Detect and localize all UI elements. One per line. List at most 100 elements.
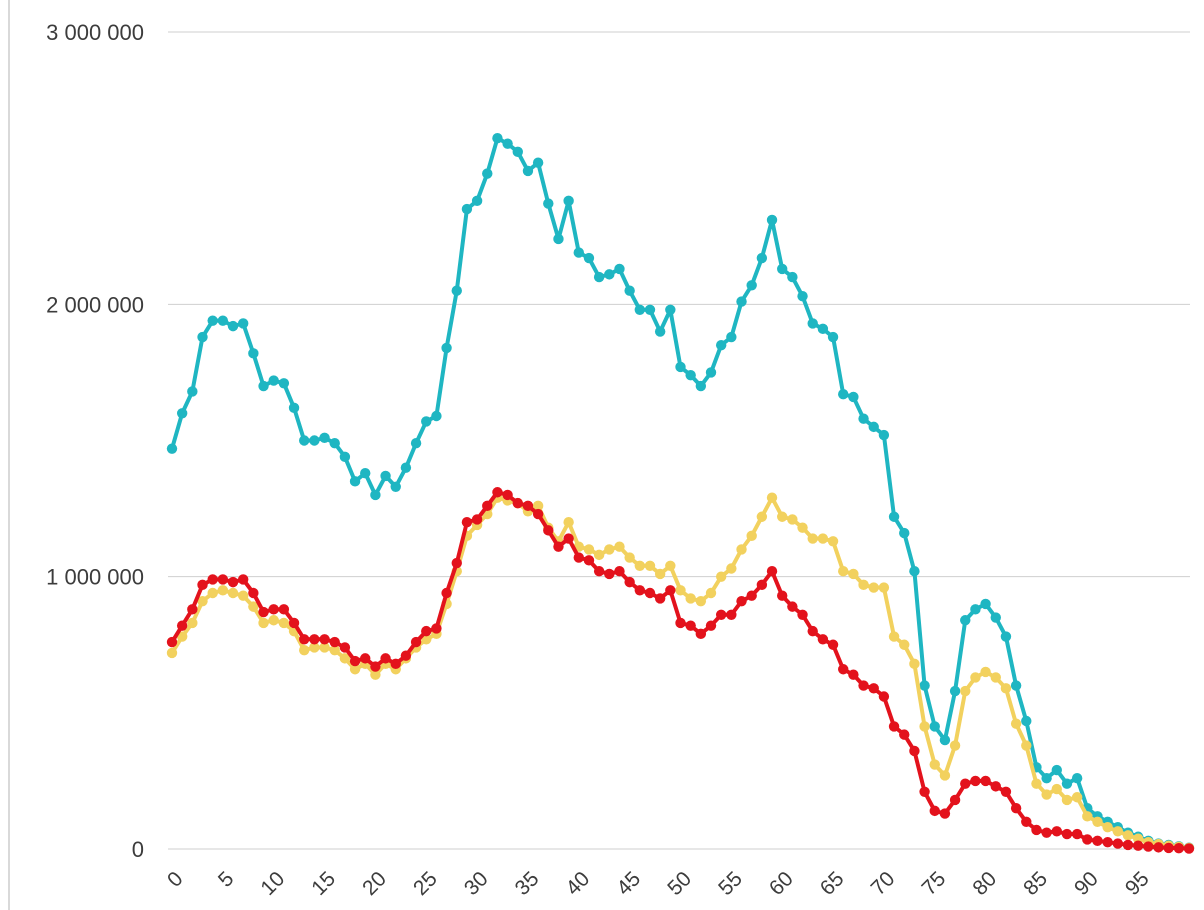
data-point [207, 587, 218, 599]
data-point [990, 672, 1001, 683]
data-point [827, 639, 839, 650]
data-point [197, 579, 208, 591]
data-point [299, 634, 310, 645]
data-point [726, 331, 737, 343]
data-point [237, 318, 249, 329]
x-tick-label: 75 [918, 867, 951, 900]
x-tick-label: 95 [1121, 867, 1154, 900]
data-point [329, 438, 340, 449]
data-point [309, 435, 320, 446]
data-point [624, 576, 635, 588]
data-point [817, 323, 829, 335]
data-point [868, 582, 879, 593]
data-point [949, 685, 961, 697]
data-point [187, 386, 198, 397]
data-point [492, 487, 503, 498]
data-point [868, 683, 879, 694]
data-point [1082, 834, 1093, 845]
data-point [370, 669, 381, 680]
data-point [665, 560, 676, 571]
data-point [705, 620, 717, 631]
data-point [532, 508, 544, 520]
series-line [170, 490, 1191, 851]
data-point [237, 574, 249, 585]
data-point [1132, 840, 1144, 851]
data-point [888, 631, 900, 642]
x-tick-label: 15 [307, 867, 340, 900]
data-point [380, 470, 391, 482]
data-point [563, 533, 574, 544]
data-point [604, 269, 615, 280]
y-axis-ticks: 0 1 000 000 2 000 000 3 000 000 [46, 20, 144, 862]
data-point [197, 595, 208, 607]
data-point [726, 563, 737, 574]
data-point [909, 745, 920, 757]
data-point [1122, 839, 1134, 851]
data-point [258, 380, 269, 392]
data-point [614, 263, 625, 275]
data-point [583, 252, 595, 264]
data-point [207, 574, 218, 585]
data-point [1000, 631, 1012, 642]
data-point [390, 658, 401, 670]
data-point [299, 644, 310, 656]
data-point [1051, 783, 1062, 795]
data-point [1041, 827, 1052, 838]
data-point [695, 380, 707, 392]
data-point [299, 435, 310, 446]
data-point [227, 576, 239, 588]
data-point [278, 617, 290, 629]
data-point [939, 734, 951, 746]
data-point [878, 691, 890, 702]
data-point [990, 612, 1001, 623]
data-point [522, 500, 534, 512]
data-point [1061, 778, 1073, 789]
data-point [756, 252, 768, 264]
data-point [1143, 841, 1154, 852]
data-point [1031, 824, 1042, 836]
data-point [899, 639, 910, 650]
data-point [166, 647, 178, 659]
data-point [675, 617, 686, 629]
data-point [614, 566, 625, 577]
data-point [1010, 802, 1022, 814]
data-point [838, 566, 849, 577]
data-point [360, 653, 371, 664]
data-point [217, 585, 229, 596]
x-tick-label: 65 [816, 867, 849, 900]
data-point [1061, 828, 1073, 840]
data-point [1112, 826, 1124, 837]
y-tick-label: 0 [132, 837, 144, 862]
data-point [949, 794, 961, 806]
data-point [532, 500, 544, 512]
x-tick-label: 0 [163, 867, 188, 892]
data-point [858, 680, 869, 691]
x-tick-label: 40 [562, 867, 595, 900]
data-point [573, 247, 584, 258]
data-point [654, 568, 666, 580]
data-point [878, 429, 890, 441]
data-point [909, 658, 920, 670]
x-tick-label: 50 [663, 867, 696, 900]
data-point [532, 157, 544, 168]
data-point [746, 530, 757, 542]
data-point [604, 544, 615, 555]
data-point [258, 617, 269, 629]
data-point [766, 214, 778, 226]
data-point [1112, 838, 1124, 849]
data-point [400, 462, 412, 473]
data-point [797, 609, 808, 620]
data-point [787, 271, 798, 283]
data-point [715, 339, 727, 351]
data-point [492, 133, 503, 144]
data-point [654, 326, 666, 337]
x-tick-label: 80 [968, 867, 1001, 900]
data-point [237, 590, 249, 601]
data-point [268, 375, 279, 386]
data-point [166, 636, 178, 648]
data-point [736, 544, 747, 555]
data-point [705, 587, 717, 599]
data-point [583, 544, 595, 555]
data-point [838, 389, 849, 400]
